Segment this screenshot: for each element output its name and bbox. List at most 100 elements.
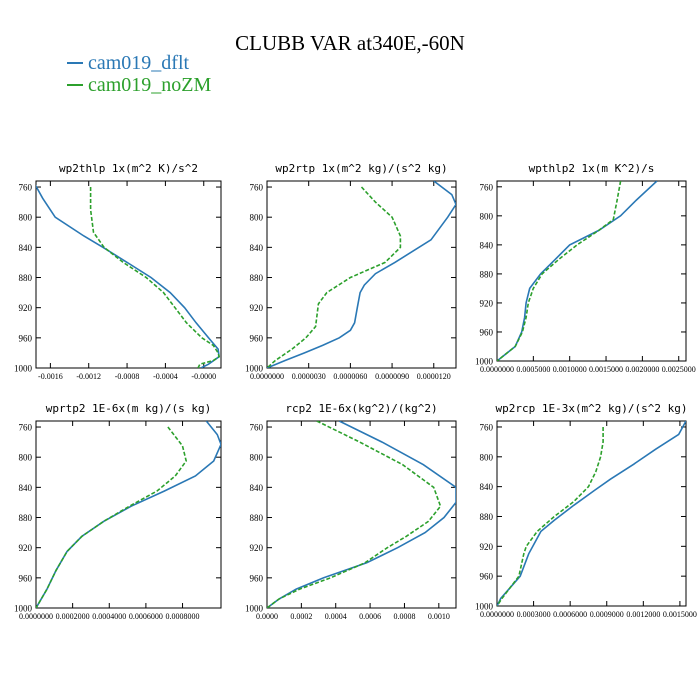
y-tick-label: 800 [250,213,264,223]
y-tick-label: 880 [250,273,264,283]
x-tick-label: 0.0002000 [56,612,90,621]
subplot-title: wprtp2 1E-6x(m kg)/(s kg) [46,402,212,415]
x-tick-label: -0.0008 [115,372,140,381]
series-line-cam019_dflt [36,184,220,368]
y-tick-label: 800 [19,213,33,223]
series-line-cam019_noZM [267,421,442,608]
x-tick-label: 0.0006000 [553,610,587,619]
y-tick-label: 1000 [475,357,494,367]
subplot-frame [35,180,222,369]
y-tick-label: 920 [250,303,264,313]
x-tick-label: 0.0015000 [589,365,623,374]
y-tick-label: 880 [480,512,494,522]
series-line-cam019_noZM [89,187,221,368]
subplot-frame [496,180,687,362]
y-tick-label: 760 [250,183,264,193]
y-tick-label: 840 [480,482,494,492]
x-tick-label: 0.0004 [325,612,347,621]
y-tick-label: 760 [480,422,494,432]
subplot-title: rcp2 1E-6x(kg^2)/(kg^2) [285,402,437,415]
x-tick-label: 0.0006000 [129,612,163,621]
y-tick-label: 880 [480,269,494,279]
y-tick-label: 1000 [14,604,33,614]
y-tick-label: 840 [250,483,264,493]
y-tick-label: 920 [19,543,33,553]
series-line-cam019_dflt [267,421,456,608]
legend-swatch-nozm [67,84,83,86]
subplot-frame [266,420,457,609]
x-tick-label: 0.0003000 [517,610,551,619]
y-tick-label: 760 [19,183,33,193]
series-line-cam019_dflt [497,181,658,361]
x-tick-label: 0.0010 [428,612,450,621]
y-tick-label: 1000 [475,602,494,612]
y-tick-label: 760 [19,423,33,433]
y-tick-label: 920 [480,542,494,552]
x-tick-label: 0.0015000 [663,610,697,619]
series-line-cam019_noZM [497,427,604,606]
y-tick-label: 920 [19,303,33,313]
series-line-cam019_noZM [267,186,402,368]
subplot-frame [496,420,687,607]
x-tick-label: -0.0000 [191,372,216,381]
x-tick-label: 0.0008 [393,612,415,621]
subplot-title: wp2rtp 1x(m^2 kg)/(s^2 kg) [275,162,447,175]
y-tick-label: 920 [480,298,494,308]
y-tick-label: 800 [250,453,264,463]
x-tick-label: 0.0000000 [19,612,53,621]
x-tick-label: 0.0006 [359,612,381,621]
y-tick-label: 880 [250,513,264,523]
y-tick-label: 840 [19,243,33,253]
y-tick-label: 920 [250,543,264,553]
y-tick-label: 1000 [245,604,264,614]
y-tick-label: 880 [19,273,33,283]
y-tick-label: 840 [480,240,494,250]
subplot-3: wpthlp2 1x(m K^2)/s 760 800 840 880 920 960 100… [475,162,696,374]
y-tick-label: 800 [19,453,33,463]
y-tick-label: 960 [19,573,33,583]
series-line-cam019_dflt [267,181,456,368]
x-tick-label: 0.0000000 [250,372,284,381]
series-line-cam019_noZM [497,181,622,361]
x-tick-label: 0.0002 [290,612,312,621]
y-tick-label: 960 [480,572,494,582]
subplot-6: wp2rcp 1E-3x(m^2 kg)/(s^2 kg)760 800 840 88… [475,402,697,619]
x-tick-label: 0.0000000 [480,365,514,374]
y-tick-label: 1000 [14,364,33,374]
y-tick-label: 960 [250,573,264,583]
y-tick-label: 840 [19,483,33,493]
subplot-2: wp2rtp 1x(m^2 kg)/(s^2 kg) 760 800 840 880 92… [245,162,457,381]
x-tick-label: -0.0004 [153,372,178,381]
legend-label-dflt: cam019_dflt [88,52,190,74]
series-line-cam019_noZM [36,426,188,608]
x-tick-label: 0.0000060 [333,372,367,381]
y-tick-label: 960 [250,333,264,343]
x-tick-label: 0.0025000 [662,365,696,374]
x-tick-label: 0.0000000 [480,610,514,619]
subplot-1: wp2thlp 1x(m^2 K)/s^2 760 800 840 880 920 960 1… [14,162,222,381]
subplot-title: wp2rcp 1E-3x(m^2 kg)/(s^2 kg) [495,402,687,415]
y-tick-label: 840 [250,243,264,253]
y-tick-label: 800 [480,452,494,462]
subplot-5: rcp2 1E-6x(kg^2)/(kg^2) 760 800 840 880 920 96… [245,402,457,621]
legend-swatch-dflt [67,62,83,64]
x-tick-label: 0.0009000 [590,610,624,619]
x-tick-label: -0.0012 [76,372,101,381]
x-tick-label: 0.0010000 [553,365,587,374]
x-tick-label: 0.0000090 [375,372,409,381]
y-tick-label: 880 [19,513,33,523]
x-tick-label: 0.0000 [256,612,278,621]
x-tick-label: 0.0000120 [417,372,451,381]
series-line-cam019_dflt [497,421,686,606]
x-tick-label: 0.0012000 [626,610,660,619]
x-tick-label: 0.0008000 [166,612,200,621]
y-tick-label: 960 [480,327,494,337]
subplot-title: wp2thlp 1x(m^2 K)/s^2 [59,162,198,175]
series-line-cam019_dflt [36,421,221,608]
subplot-frame [266,180,457,369]
x-tick-label: 0.0004000 [92,612,126,621]
figure-title: CLUBB VAR at340E,-60N [235,31,465,55]
x-tick-label: 0.0020000 [625,365,659,374]
x-tick-label: 0.0005000 [516,365,550,374]
